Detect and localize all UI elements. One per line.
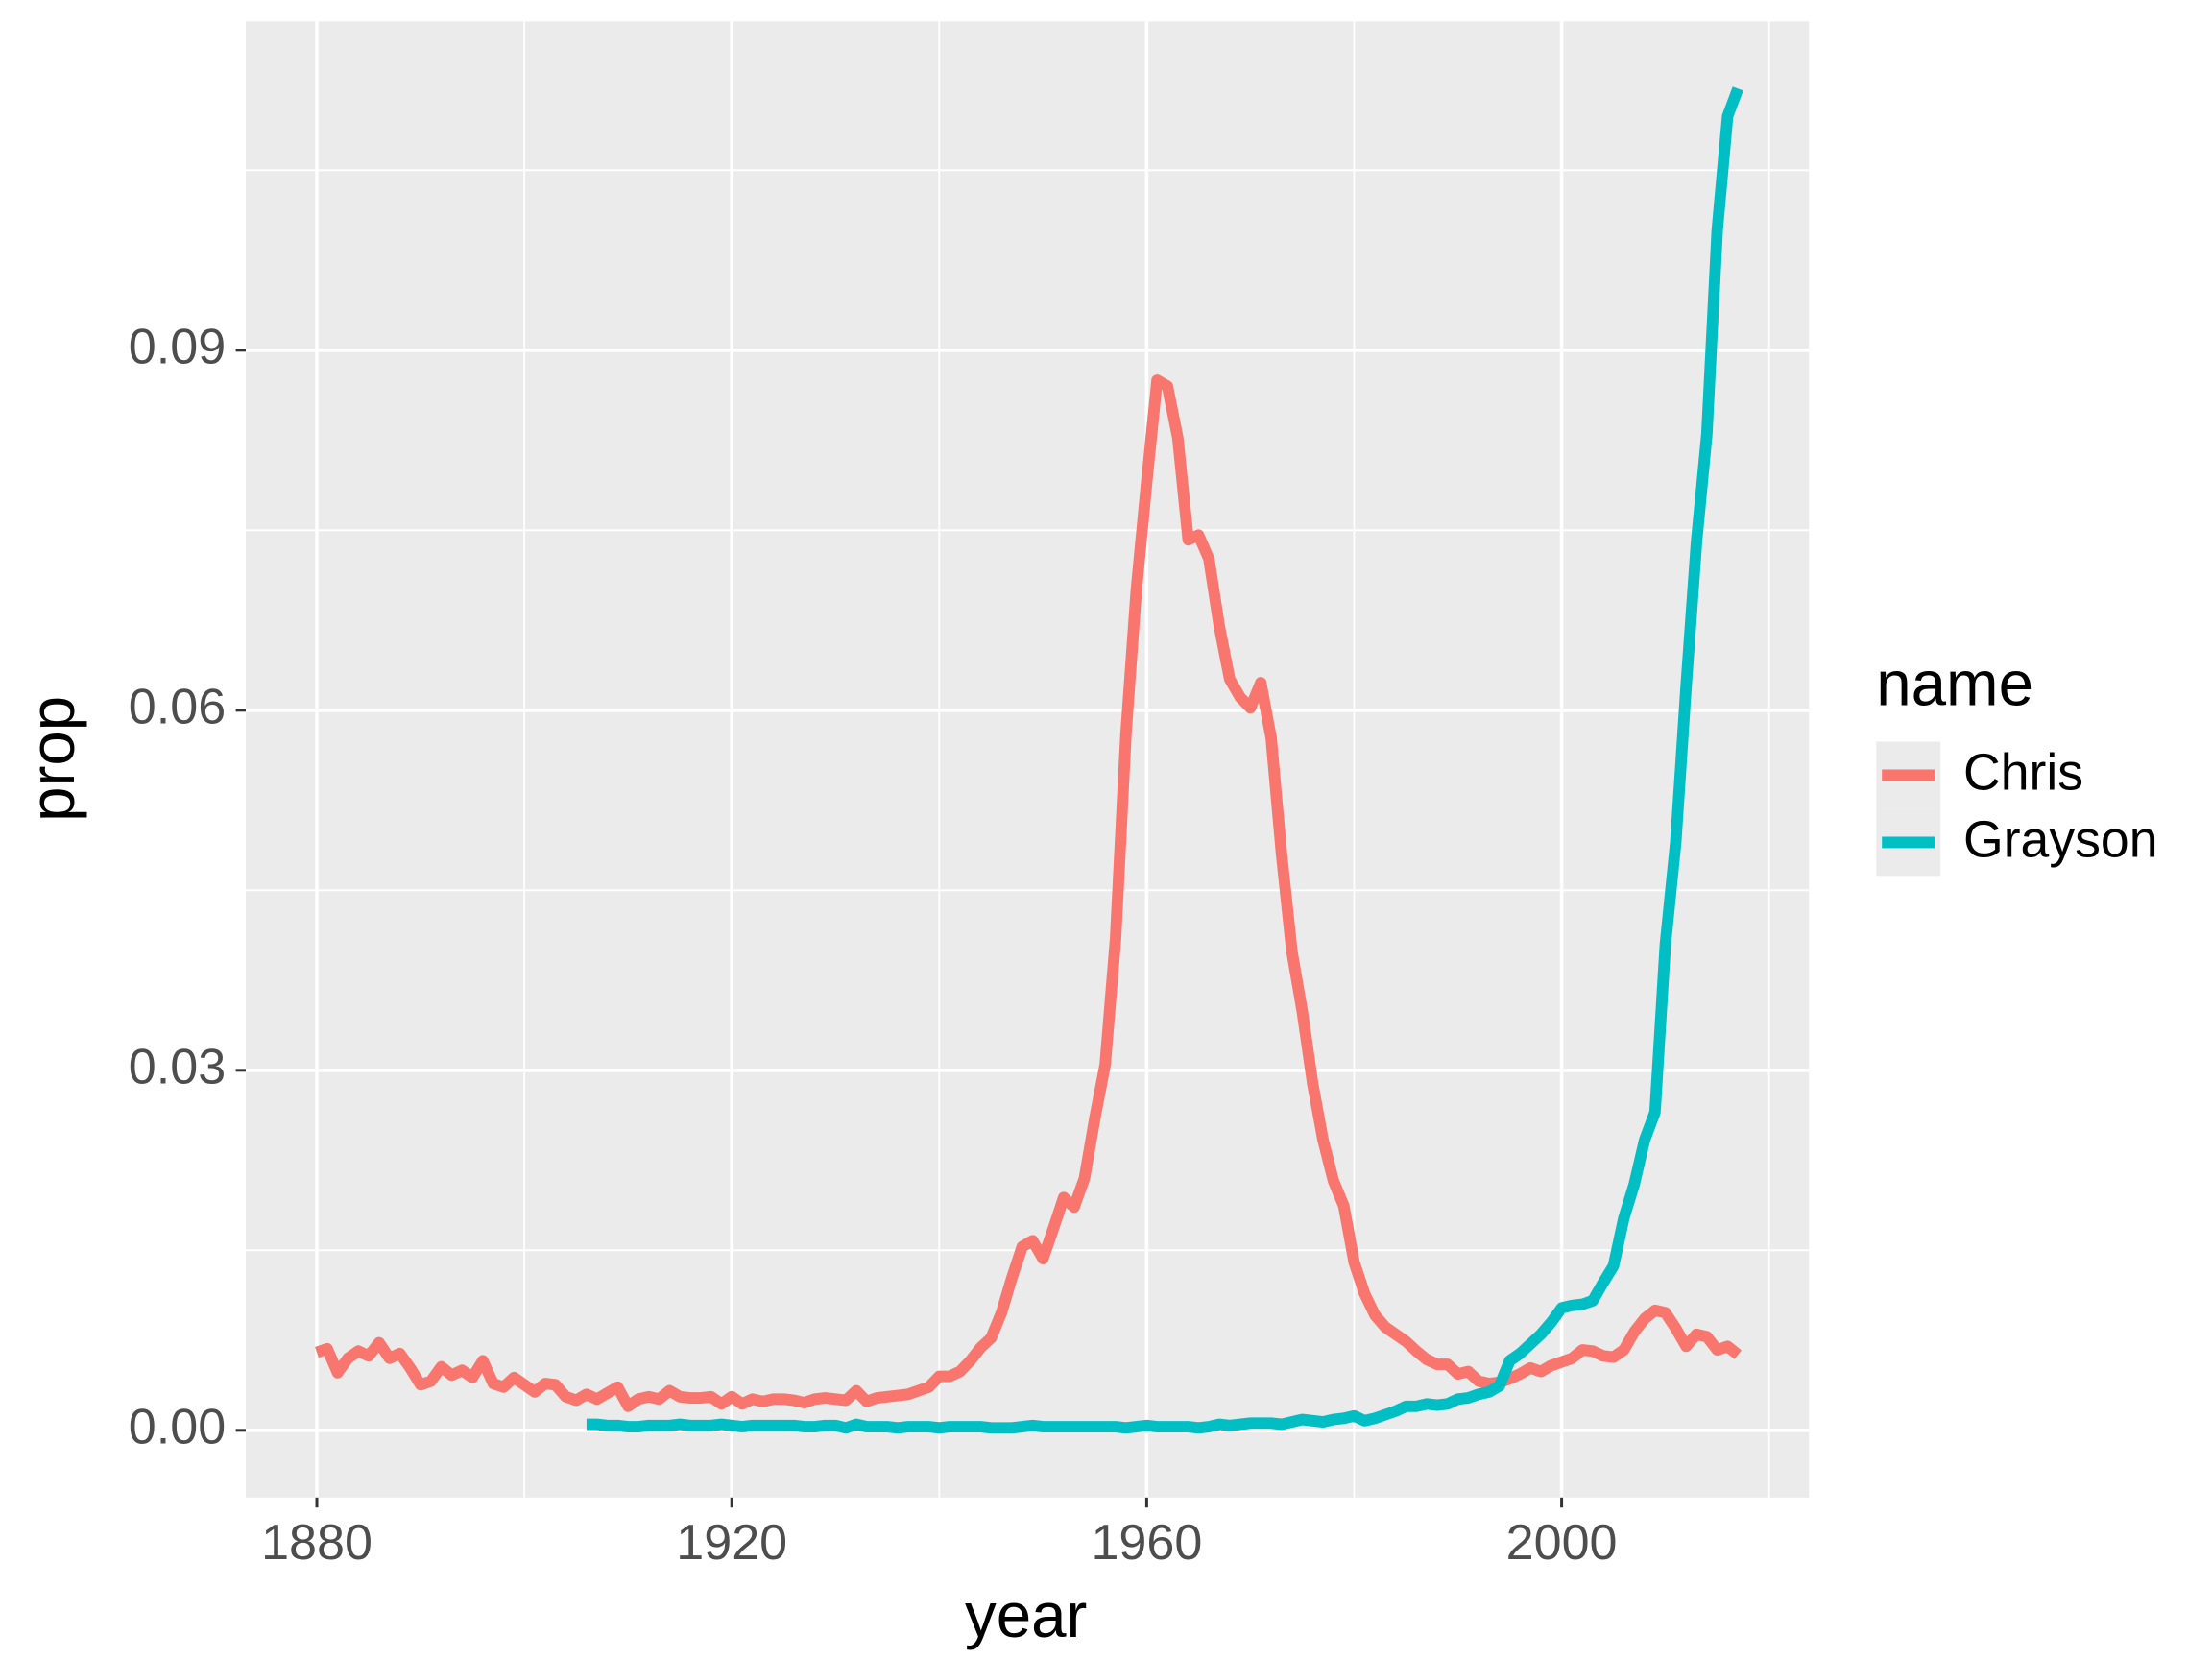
legend-title: name	[1876, 649, 2033, 719]
y-axis-title: prop	[17, 696, 87, 822]
x-axis-title: year	[965, 1580, 1087, 1650]
y-tick-label: 0.09	[129, 320, 226, 375]
panel	[246, 21, 1810, 1498]
x-tick-label: 1960	[1091, 1515, 1202, 1571]
x-tick-label: 2000	[1506, 1515, 1618, 1571]
y-tick-label: 0.06	[129, 680, 226, 735]
x-tick-label: 1920	[676, 1515, 787, 1571]
legend-label: Chris	[1963, 743, 2083, 801]
x-tick-label: 1880	[261, 1515, 373, 1571]
y-tick-label: 0.00	[129, 1400, 226, 1455]
legend-label: Grayson	[1963, 810, 2157, 868]
line-series	[586, 86, 1743, 1434]
y-tick-label: 0.03	[129, 1040, 226, 1095]
